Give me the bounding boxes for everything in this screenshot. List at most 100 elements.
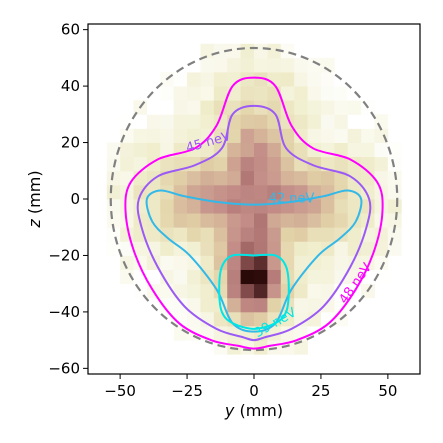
heatmap-cell — [267, 156, 282, 172]
heatmap-cell — [374, 142, 389, 158]
heatmap-cell — [254, 241, 268, 256]
heatmap-cell — [187, 311, 201, 327]
heatmap-cell — [254, 199, 268, 214]
heatmap-cell — [187, 71, 201, 87]
heatmap-cell — [240, 311, 255, 327]
heatmap-cell — [280, 57, 295, 73]
heatmap-cell — [267, 227, 282, 242]
heatmap-cell — [187, 241, 201, 256]
heatmap-cell — [160, 199, 175, 214]
heatmap-cell — [160, 100, 175, 115]
heatmap-cell — [173, 57, 188, 73]
heatmap-cell — [294, 184, 308, 200]
heatmap-cell — [361, 128, 375, 143]
heatmap-cell — [307, 57, 322, 73]
heatmap-cell — [160, 227, 175, 242]
y-axis-var: z — [25, 219, 44, 229]
heatmap-cell — [280, 71, 295, 87]
heatmap-cell — [146, 114, 161, 129]
heatmap-cell — [160, 142, 175, 158]
heatmap-cell — [374, 170, 389, 186]
heatmap-cell — [187, 114, 201, 129]
heatmap-cell — [294, 43, 308, 59]
heatmap-cell — [254, 100, 268, 115]
heatmap-cell — [133, 227, 148, 242]
heatmap-cell — [267, 128, 282, 143]
heatmap-cell — [146, 269, 161, 285]
heatmap-cell — [374, 255, 389, 270]
heatmap-cell — [320, 128, 335, 143]
heatmap-cell — [334, 114, 349, 129]
heatmap-cell — [227, 326, 242, 341]
heatmap-cell — [200, 297, 215, 313]
heatmap-cell — [320, 311, 335, 327]
x-tick-label: 25 — [311, 382, 330, 400]
heatmap-cell — [200, 86, 215, 101]
heatmap-cell — [307, 269, 322, 285]
heatmap-cell — [347, 142, 362, 158]
heatmap-cell — [320, 269, 335, 285]
boundary-circle-path — [109, 46, 399, 352]
heatmap-cell — [160, 255, 175, 270]
heatmap-cell — [187, 269, 201, 285]
heatmap-cell — [200, 184, 215, 200]
heatmap-cell — [374, 199, 389, 214]
heatmap-cell — [387, 156, 402, 172]
heatmap-cell — [227, 297, 242, 313]
heatmap-cell — [146, 128, 161, 143]
heatmap-cell — [227, 57, 242, 73]
heatmap-cell — [254, 283, 268, 299]
heatmap-cell — [213, 283, 228, 299]
heatmap-cell — [267, 283, 282, 299]
heatmap-cell — [254, 71, 268, 87]
heatmap-cell — [307, 297, 322, 313]
heatmap-cell — [227, 241, 242, 256]
heatmap-cell — [254, 128, 268, 143]
heatmap-cell — [294, 297, 308, 313]
heatmap-cell — [173, 269, 188, 285]
heatmap-cell — [200, 213, 215, 228]
heatmap-cell — [227, 170, 242, 186]
heatmap-cell — [294, 199, 308, 214]
heatmap-cell — [320, 213, 335, 228]
heatmap-cell — [280, 170, 295, 186]
heatmap-cell — [254, 297, 268, 313]
x-tick-label: −25 — [171, 382, 203, 400]
heatmap-cell — [200, 128, 215, 143]
heatmap-cell — [280, 128, 295, 143]
heatmap-cell — [307, 241, 322, 256]
y-tick-label: −40 — [48, 303, 80, 321]
heatmap-cell — [106, 213, 121, 228]
heatmap-cell — [294, 86, 308, 101]
heatmap-cell — [254, 269, 268, 285]
heatmap-cell — [227, 213, 242, 228]
heatmap-cell — [307, 86, 322, 101]
heatmap-cell — [280, 86, 295, 101]
heatmap-cell — [200, 114, 215, 129]
heatmap-cell — [106, 241, 121, 256]
heatmap-cell — [254, 170, 268, 186]
x-axis-label: y (mm) — [224, 401, 283, 420]
heatmap-cell — [334, 241, 349, 256]
heatmap-cell — [387, 199, 402, 214]
heatmap-cell — [267, 213, 282, 228]
heatmap-cell — [361, 170, 375, 186]
heatmap-cell — [227, 142, 242, 158]
contour-48-nev — [124, 76, 384, 350]
heatmap-cell — [146, 227, 161, 242]
heatmap-cell — [294, 57, 308, 73]
heatmap-cell — [213, 86, 228, 101]
heatmap-cell — [120, 142, 134, 158]
heatmap-cell — [200, 142, 215, 158]
heatmap-cell — [361, 114, 375, 129]
heatmap-cell — [320, 100, 335, 115]
heatmap-cell — [294, 311, 308, 327]
heatmap-cell — [361, 199, 375, 214]
heatmap-cell — [254, 213, 268, 228]
heatmap-cell — [334, 297, 349, 313]
heatmap-cell — [213, 184, 228, 200]
heatmap-cell — [213, 57, 228, 73]
heatmap-cell — [240, 86, 255, 101]
x-tick-label: −50 — [104, 382, 136, 400]
